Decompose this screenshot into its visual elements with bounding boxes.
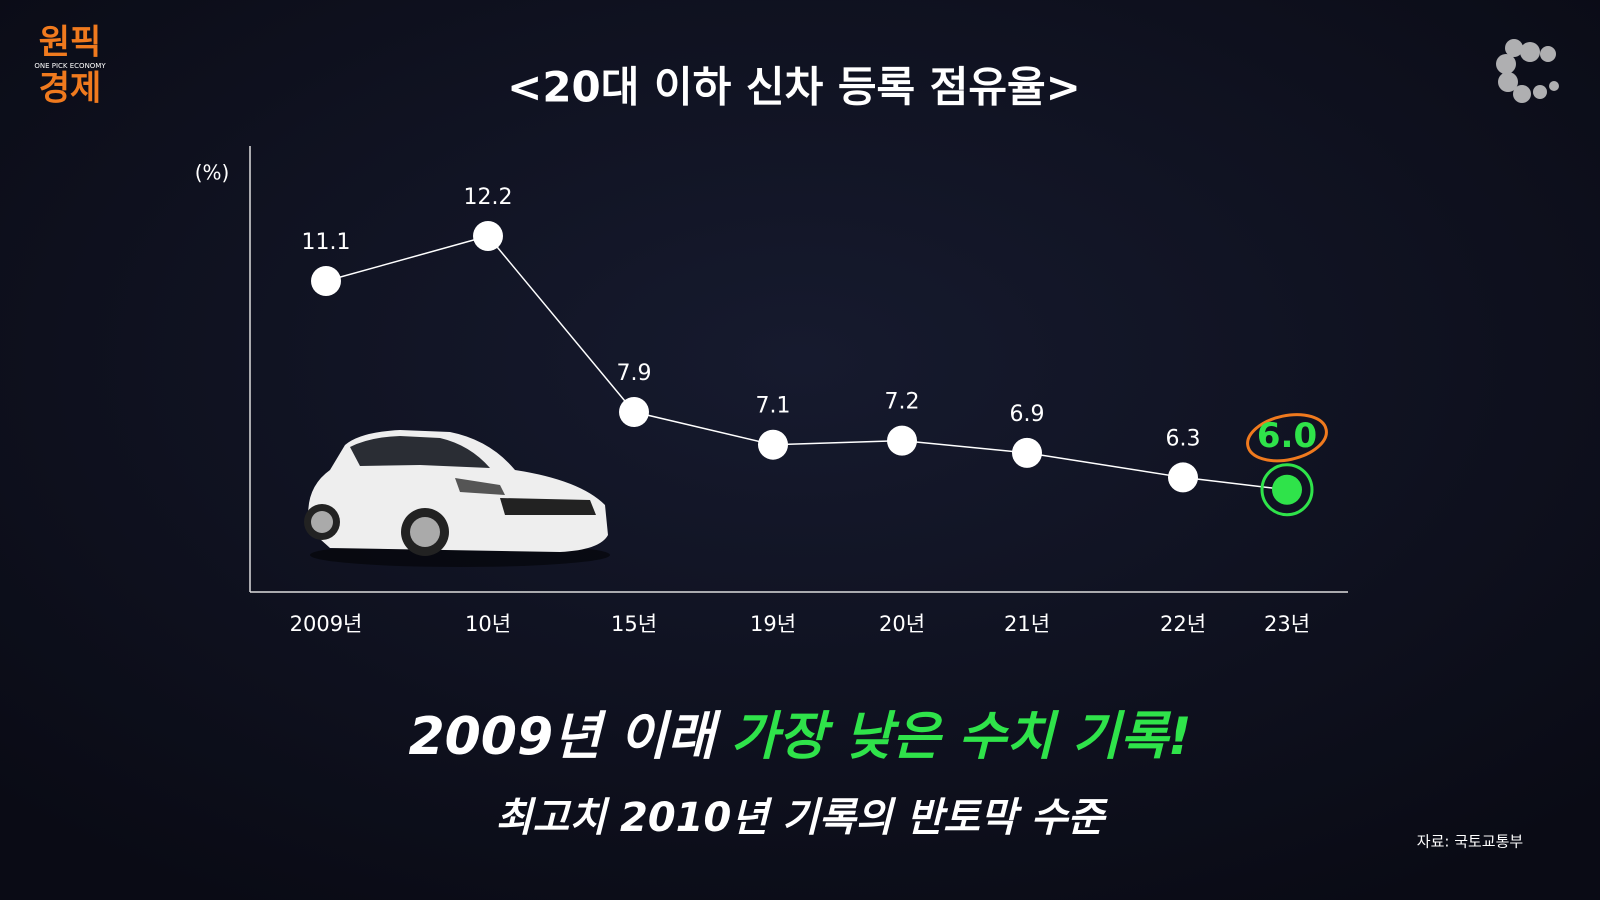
x-tick-label: 15년 [611, 612, 657, 636]
label-circle [1246, 413, 1328, 463]
point [1272, 474, 1302, 505]
source: 자료: 국토교통부 [1417, 833, 1524, 851]
data-label: 7.9 [617, 361, 652, 386]
logo: 원픽 ONE PICK ECONOMY 경제 [34, 23, 106, 109]
logo-line: 경제 [39, 69, 102, 109]
headline-highlight: 가장 낮은 수치 기록! [731, 707, 1192, 767]
data-label: 7.2 [885, 390, 920, 415]
line [325, 235, 1288, 491]
x-tick-label: 23년 [1264, 612, 1310, 636]
point [619, 396, 649, 427]
subline: 최고치 2010년 기록의 반토막 수준 [496, 795, 1109, 841]
point [758, 429, 788, 460]
point [473, 221, 503, 252]
x-tick-label: 22년 [1160, 612, 1206, 636]
x-tick-label: 20년 [879, 612, 925, 636]
data-label: 6.9 [1010, 402, 1045, 427]
headline-text: 2009년 이래 [408, 707, 722, 767]
logo-line: 원픽 [39, 23, 102, 63]
headline: 2009년 이래 가장 낮은 수치 기록! [408, 707, 1191, 767]
chart-title: <20대 이하 신차 등록 점유율> [507, 63, 1081, 112]
car-illustration [304, 430, 610, 567]
point [1012, 437, 1042, 468]
x-tick-label: 2009년 [290, 612, 363, 636]
x-tick-label: 21년 [1004, 612, 1050, 636]
point [887, 425, 917, 456]
point [311, 266, 341, 297]
x-tick-label: 10년 [465, 612, 511, 636]
point [1168, 462, 1198, 493]
highlight-ring [1260, 463, 1314, 517]
y-axis-label: (%) [195, 161, 230, 185]
data-label: 12.2 [464, 185, 513, 210]
x-tick-label: 19년 [750, 612, 796, 636]
data-label: 6.0 [1257, 416, 1317, 456]
data-label: 7.1 [756, 394, 791, 419]
data-label: 11.1 [302, 230, 351, 255]
data-label: 6.3 [1166, 426, 1201, 451]
logo-tagline: ONE PICK ECONOMY [34, 62, 106, 70]
channel-icon [1496, 39, 1559, 103]
